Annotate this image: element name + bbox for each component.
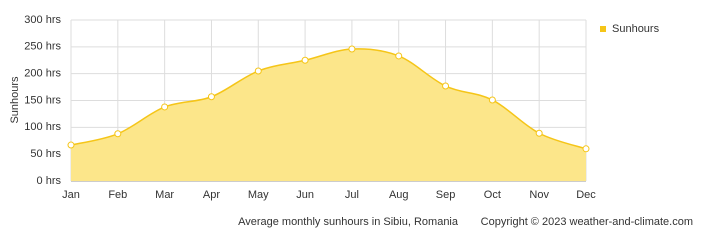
y-tick-label: 200 hrs <box>24 68 61 80</box>
y-axis-title: Sunhours <box>9 76 21 124</box>
y-tick-label: 0 hrs <box>37 175 62 187</box>
point <box>488 96 496 104</box>
point <box>535 129 543 137</box>
point <box>114 130 122 138</box>
y-tick-label: 100 hrs <box>24 121 61 133</box>
chart: Sunhours Average monthly sunhours in Sib… <box>9 14 693 228</box>
x-tick-label: Jun <box>296 189 314 201</box>
legend-label: Sunhours <box>612 23 660 35</box>
point <box>395 52 403 60</box>
copyright: Copyright © 2023 weather-and-climate.com <box>481 216 693 228</box>
x-tick-label: Oct <box>484 189 501 201</box>
x-tick-label: Nov <box>529 189 549 201</box>
y-tick-label: 150 hrs <box>24 94 61 106</box>
x-tick-label: Dec <box>576 189 596 201</box>
point <box>301 56 309 64</box>
caption: Average monthly sunhours in Sibiu, Roman… <box>238 216 459 228</box>
point <box>442 82 450 90</box>
area <box>71 48 586 181</box>
x-tick-label: Mar <box>155 189 174 201</box>
x-tick-label: Jul <box>345 189 359 201</box>
point <box>161 103 169 111</box>
y-tick-label: 250 hrs <box>24 41 61 53</box>
point <box>207 93 215 101</box>
x-tick-label: Sep <box>436 189 456 201</box>
x-tick-label: Apr <box>203 189 220 201</box>
point <box>254 67 262 75</box>
point <box>582 145 590 153</box>
y-tick-label: 300 hrs <box>24 14 61 26</box>
point <box>348 45 356 53</box>
legend-swatch <box>600 26 606 32</box>
x-tick-label: Jan <box>62 189 80 201</box>
y-tick-label: 50 hrs <box>30 148 61 160</box>
x-tick-label: May <box>248 189 269 201</box>
x-tick-label: Feb <box>108 189 127 201</box>
x-tick-label: Aug <box>389 189 409 201</box>
line <box>70 48 587 150</box>
point <box>67 141 75 149</box>
